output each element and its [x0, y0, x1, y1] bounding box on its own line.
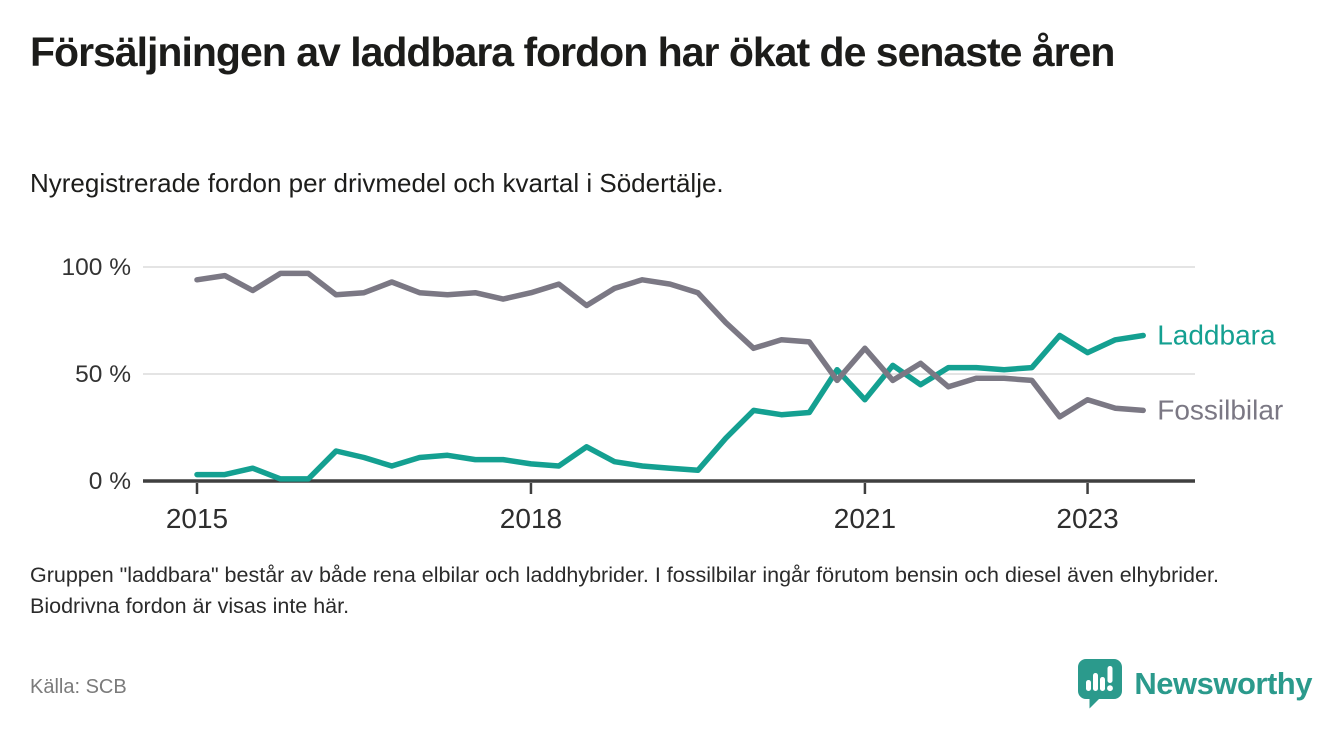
page-title: Försäljningen av laddbara fordon har öka… — [30, 29, 1115, 75]
y-tick-label-50: 50 % — [75, 361, 131, 388]
x-tick-label-2015: 2015 — [166, 503, 228, 534]
vehicle-registrations-line-chart: 0 % 50 % 100 % 2015 2018 2021 2023 Laddbara Foss… — [62, 254, 1284, 534]
source-label: Källa: SCB — [30, 676, 127, 698]
x-tick-label-2018: 2018 — [500, 503, 562, 534]
series-line-laddbara — [194, 332, 1146, 482]
x-tick-label-2023: 2023 — [1056, 503, 1118, 534]
logo-bar-chart-glyph — [1086, 673, 1106, 691]
series-label-laddbara: Laddbara — [1157, 319, 1276, 350]
x-tick-label-2021: 2021 — [834, 503, 896, 534]
newsworthy-logo-icon — [1078, 659, 1123, 709]
series-label-fossilbilar: Fossilbilar — [1157, 394, 1283, 425]
logo-exclamation-glyph — [1107, 666, 1114, 692]
newsworthy-branding[interactable]: Newsworthy — [1077, 658, 1312, 710]
series-line-fossilbilar — [194, 270, 1146, 420]
newsworthy-wordmark: Newsworthy — [1134, 666, 1312, 701]
chart-footnote: Gruppen "laddbara" består av både rena e… — [30, 563, 1219, 618]
page-subtitle: Nyregistrerade fordon per drivmedel och … — [30, 168, 724, 198]
y-tick-label-100: 100 % — [62, 254, 131, 281]
y-tick-label-0: 0 % — [89, 468, 131, 495]
